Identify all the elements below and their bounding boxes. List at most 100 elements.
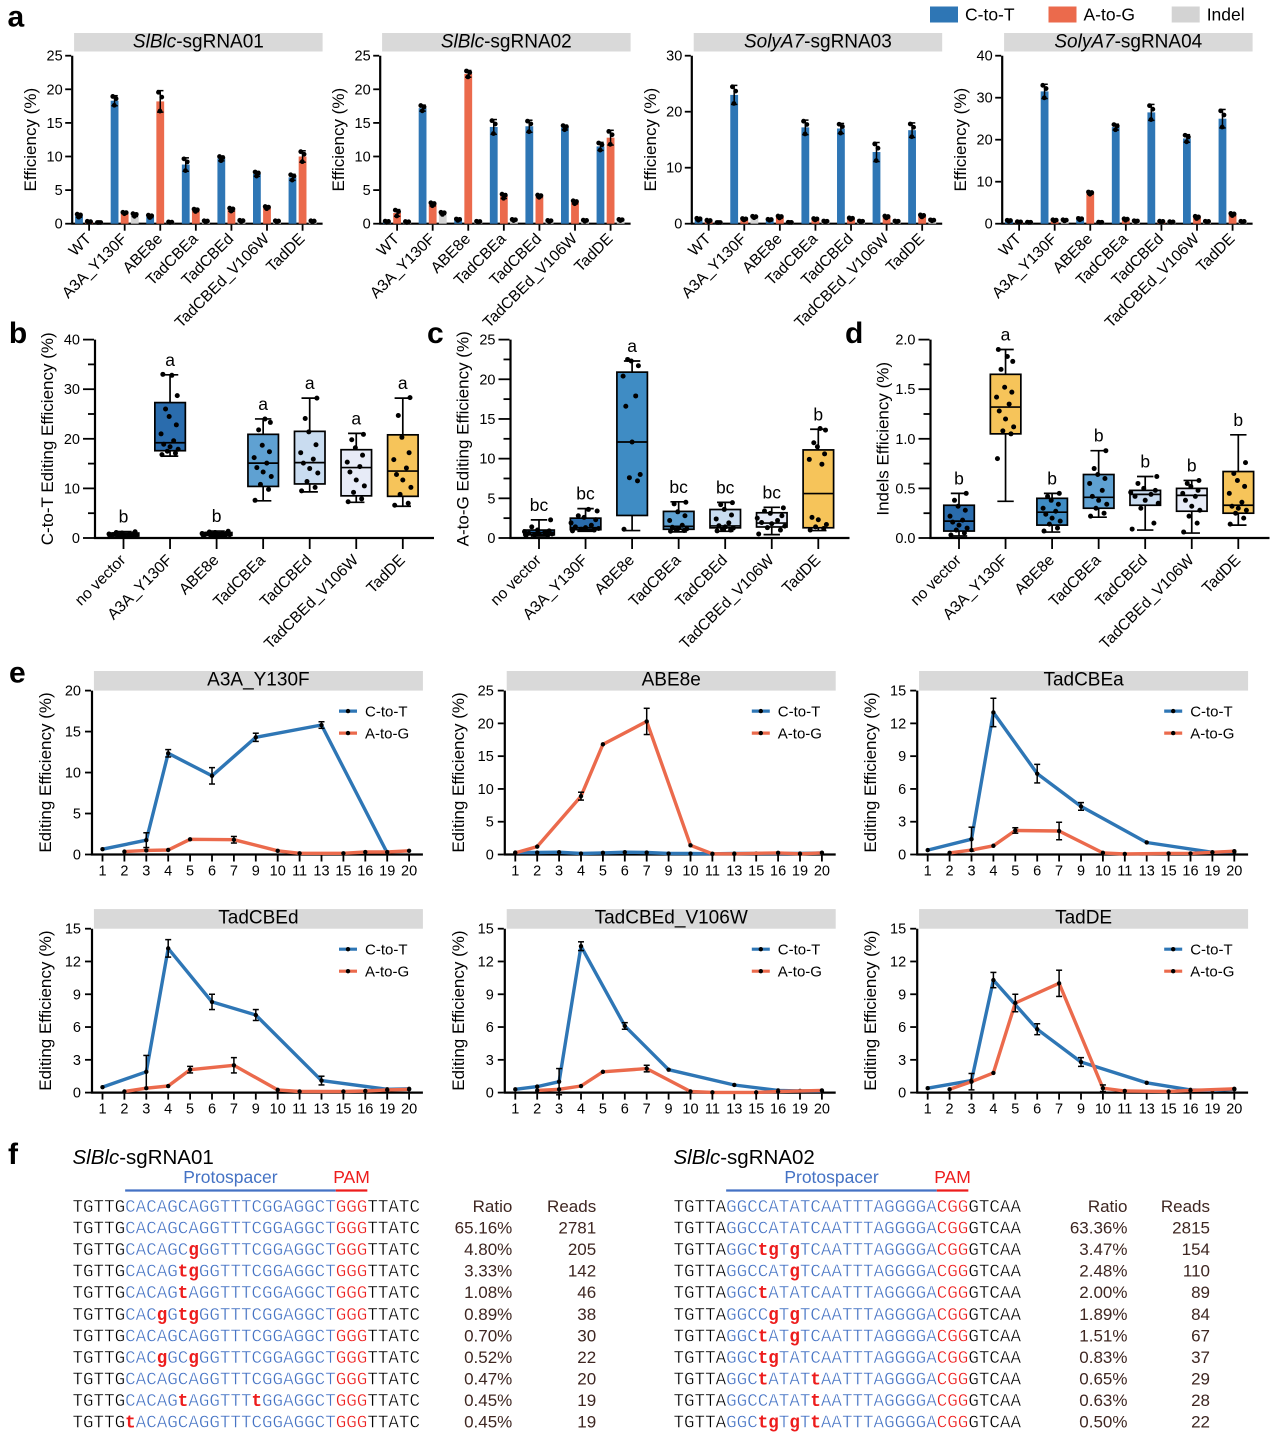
svg-text:C-to-T: C-to-T bbox=[778, 942, 821, 959]
svg-text:40: 40 bbox=[977, 49, 993, 65]
svg-text:10: 10 bbox=[1095, 864, 1111, 880]
svg-text:TGTTA: TGTTA bbox=[674, 1263, 727, 1283]
svg-text:3: 3 bbox=[898, 1053, 906, 1069]
svg-text:11: 11 bbox=[705, 864, 720, 880]
svg-text:GGCC: GGCC bbox=[726, 1306, 768, 1326]
svg-text:GGTTTCGGAGGCT: GGTTTCGGAGGCT bbox=[199, 1306, 336, 1326]
svg-text:A-to-G: A-to-G bbox=[1190, 964, 1234, 981]
svg-text:TCAATTTAGGGGA: TCAATTTAGGGGA bbox=[800, 1241, 937, 1261]
svg-text:CACAG: CACAG bbox=[125, 1284, 178, 1304]
svg-text:3.47%: 3.47% bbox=[1079, 1240, 1127, 1259]
svg-text:5: 5 bbox=[363, 183, 371, 199]
svg-text:AGGTTTCGGAGGCT: AGGTTTCGGAGGCT bbox=[188, 1284, 335, 1304]
svg-text:d: d bbox=[845, 317, 863, 350]
svg-text:20: 20 bbox=[479, 372, 495, 388]
svg-text:Editing Efficiency (%): Editing Efficiency (%) bbox=[449, 692, 468, 852]
svg-text:CACAGCAGGTTTCGGAGGCT: CACAGCAGGTTTCGGAGGCT bbox=[125, 1198, 336, 1218]
svg-text:13: 13 bbox=[726, 1102, 742, 1118]
svg-text:16: 16 bbox=[770, 1102, 786, 1118]
svg-text:9: 9 bbox=[898, 987, 906, 1003]
svg-text:CACAG: CACAG bbox=[125, 1263, 178, 1283]
svg-text:C-to-T: C-to-T bbox=[778, 703, 821, 720]
svg-text:3: 3 bbox=[142, 864, 150, 880]
svg-text:2.48%: 2.48% bbox=[1079, 1262, 1127, 1281]
svg-text:2: 2 bbox=[946, 1102, 954, 1118]
svg-text:PAM: PAM bbox=[934, 1167, 971, 1187]
svg-text:GGG: GGG bbox=[336, 1349, 368, 1369]
svg-text:TGTTG: TGTTG bbox=[73, 1392, 126, 1412]
svg-text:b: b bbox=[1047, 468, 1057, 488]
svg-text:GTCAA: GTCAA bbox=[968, 1392, 1021, 1412]
svg-text:SlBlc-sgRNA02: SlBlc-sgRNA02 bbox=[441, 32, 572, 53]
svg-text:t: t bbox=[810, 1414, 821, 1434]
svg-text:9: 9 bbox=[665, 1102, 673, 1118]
svg-text:37: 37 bbox=[1191, 1348, 1210, 1367]
svg-text:154: 154 bbox=[1182, 1240, 1210, 1259]
svg-text:GGTTTCGGAGGCT: GGTTTCGGAGGCT bbox=[199, 1263, 336, 1283]
svg-text:3: 3 bbox=[142, 1102, 150, 1118]
svg-text:GGC: GGC bbox=[726, 1349, 758, 1369]
svg-text:7: 7 bbox=[643, 864, 651, 880]
svg-text:25: 25 bbox=[355, 49, 371, 65]
svg-text:tg: tg bbox=[178, 1306, 199, 1326]
svg-text:t: t bbox=[252, 1392, 263, 1412]
svg-text:TTATC: TTATC bbox=[367, 1370, 420, 1390]
svg-text:9: 9 bbox=[665, 864, 673, 880]
svg-text:b: b bbox=[9, 317, 27, 350]
svg-text:30: 30 bbox=[64, 382, 80, 398]
svg-text:b: b bbox=[813, 404, 823, 424]
svg-text:GTCAA: GTCAA bbox=[968, 1349, 1021, 1369]
svg-text:TGTTG: TGTTG bbox=[73, 1414, 126, 1434]
svg-text:TTATC: TTATC bbox=[367, 1392, 420, 1412]
svg-text:b: b bbox=[1233, 410, 1243, 430]
svg-text:ACAGCAGGTTTCGGAGGCT: ACAGCAGGTTTCGGAGGCT bbox=[136, 1414, 336, 1434]
svg-text:TGTTA: TGTTA bbox=[674, 1220, 727, 1240]
svg-text:TadCBEa: TadCBEa bbox=[1043, 670, 1124, 691]
svg-text:C-to-T: C-to-T bbox=[365, 703, 408, 720]
svg-text:25: 25 bbox=[478, 684, 494, 700]
svg-text:0: 0 bbox=[985, 217, 993, 233]
svg-text:3: 3 bbox=[967, 864, 975, 880]
svg-text:10: 10 bbox=[355, 150, 371, 166]
svg-text:3: 3 bbox=[555, 1102, 563, 1118]
svg-text:10: 10 bbox=[47, 150, 63, 166]
svg-text:0.5: 0.5 bbox=[895, 481, 915, 497]
svg-text:b: b bbox=[119, 507, 129, 527]
svg-text:t: t bbox=[810, 1392, 821, 1412]
svg-text:19: 19 bbox=[379, 1102, 395, 1118]
svg-text:20: 20 bbox=[401, 864, 417, 880]
svg-text:t: t bbox=[758, 1284, 769, 1304]
svg-text:t: t bbox=[758, 1327, 769, 1347]
svg-text:20: 20 bbox=[814, 864, 830, 880]
svg-text:GGC: GGC bbox=[726, 1370, 758, 1390]
svg-text:10: 10 bbox=[666, 161, 682, 177]
svg-text:Editing Efficiency (%): Editing Efficiency (%) bbox=[36, 930, 55, 1090]
svg-text:7: 7 bbox=[230, 864, 238, 880]
svg-text:b: b bbox=[212, 506, 222, 526]
svg-text:22: 22 bbox=[577, 1348, 596, 1367]
svg-text:3: 3 bbox=[486, 1053, 494, 1069]
svg-text:15: 15 bbox=[65, 922, 81, 938]
svg-text:TCAATTTAGGGGA: TCAATTTAGGGGA bbox=[800, 1306, 937, 1326]
svg-text:10: 10 bbox=[682, 1102, 698, 1118]
svg-text:13: 13 bbox=[1139, 864, 1155, 880]
svg-text:3: 3 bbox=[967, 1102, 975, 1118]
svg-text:15: 15 bbox=[748, 864, 764, 880]
svg-text:10: 10 bbox=[64, 481, 80, 497]
svg-text:6: 6 bbox=[208, 1102, 216, 1118]
svg-text:t: t bbox=[810, 1370, 821, 1390]
svg-text:0: 0 bbox=[55, 217, 63, 233]
svg-text:GGC: GGC bbox=[726, 1327, 758, 1347]
svg-text:38: 38 bbox=[577, 1305, 596, 1324]
svg-text:0.83%: 0.83% bbox=[1079, 1348, 1127, 1367]
svg-text:15: 15 bbox=[890, 922, 906, 938]
svg-text:g: g bbox=[789, 1327, 800, 1347]
svg-text:25: 25 bbox=[479, 333, 495, 349]
svg-text:2.00%: 2.00% bbox=[1079, 1283, 1127, 1302]
svg-text:20: 20 bbox=[355, 82, 371, 98]
svg-text:10: 10 bbox=[478, 782, 494, 798]
svg-text:67: 67 bbox=[1191, 1326, 1210, 1345]
svg-text:0.45%: 0.45% bbox=[464, 1391, 512, 1410]
svg-text:0.45%: 0.45% bbox=[464, 1413, 512, 1432]
svg-text:12: 12 bbox=[890, 716, 906, 732]
